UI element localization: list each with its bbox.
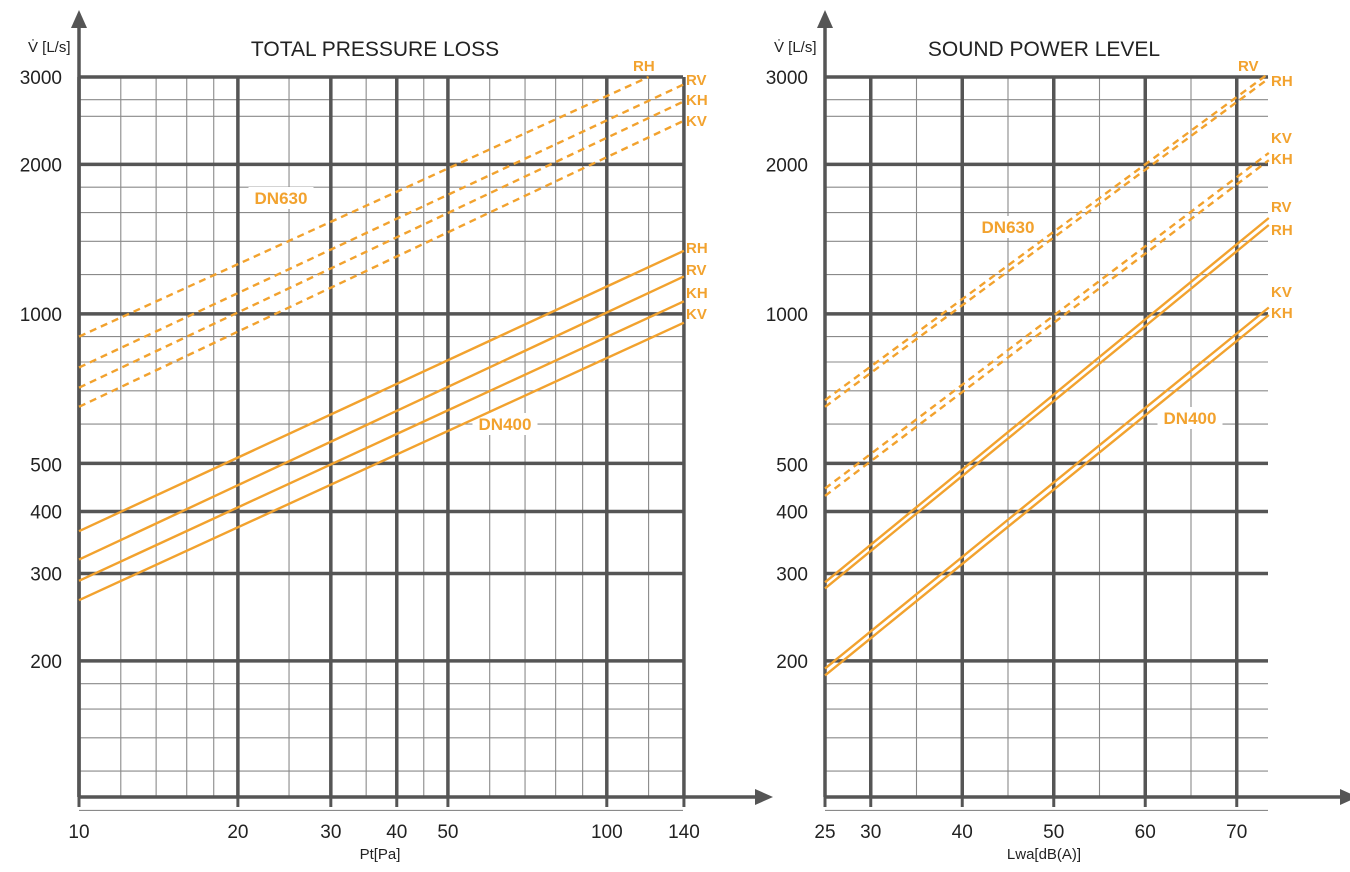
series-label: KV <box>1271 130 1292 147</box>
group-label-backing <box>1157 407 1223 429</box>
x-tick-label: 40 <box>952 822 973 843</box>
series-label: KH <box>1271 305 1293 322</box>
x-tick-label: 50 <box>1043 822 1064 843</box>
y-axis-label: V̇ [L/s] <box>774 39 817 56</box>
series-dn400-rh <box>78 249 685 533</box>
series-dn630-rh <box>78 75 650 338</box>
series-label: KV <box>686 113 707 130</box>
x-tick-label: 30 <box>320 822 341 843</box>
y-tick-label: 500 <box>776 455 808 476</box>
series-label: KH <box>686 285 708 302</box>
y-tick-label: 500 <box>30 455 62 476</box>
series-dn630-rv <box>78 83 685 369</box>
y-tick-label: 400 <box>30 502 62 523</box>
group-label-backing <box>975 216 1041 238</box>
x-tick-label: 25 <box>814 822 835 843</box>
group-label: DN630 <box>982 218 1035 237</box>
series-dn630-kh <box>824 159 1270 497</box>
x-tick-label: 100 <box>591 822 623 843</box>
chart-sound-power-level: 25 30 40 50 60 70 3000 2000 1000 500 400 300 200 SOUN… <box>766 10 1350 863</box>
y-tick-label: 200 <box>30 652 62 673</box>
series-label: KV <box>686 306 707 323</box>
x-tick-label: 50 <box>437 822 458 843</box>
x-tick-label: 30 <box>860 822 881 843</box>
y-tick-label: 300 <box>776 565 808 586</box>
y-tick-label: 300 <box>30 565 62 586</box>
series-dn630-kv <box>78 119 685 408</box>
series-label: KH <box>1271 151 1293 168</box>
group-label-backing <box>248 187 314 209</box>
series-dn400-kv <box>824 306 1270 670</box>
x-tick-label: 20 <box>227 822 248 843</box>
series-dn400-rv <box>824 217 1270 584</box>
x-tick-label: 10 <box>68 822 89 843</box>
series-dn400-rv <box>78 275 685 561</box>
series-label: RV <box>1238 58 1259 75</box>
series-dn400-rh <box>824 224 1270 590</box>
series-dn630-kh <box>78 100 685 389</box>
x-tick-label: 60 <box>1135 822 1156 843</box>
series-label: RH <box>633 58 655 75</box>
plot-area <box>825 77 1268 797</box>
x-axis-label: Lwa[dB(A)] <box>1007 846 1081 863</box>
group-label-backing <box>472 413 538 435</box>
series-label: RH <box>1271 222 1293 239</box>
series-label: RH <box>1271 73 1293 90</box>
series-label: RH <box>686 240 708 257</box>
series-dn630-rv <box>824 72 1270 402</box>
x-axis-arrow-icon <box>1340 789 1350 805</box>
y-tick-label: 3000 <box>20 68 62 89</box>
y-axis-arrow-icon <box>71 10 87 28</box>
series-label: RV <box>1271 199 1292 216</box>
group-label: DN400 <box>479 415 532 434</box>
chart-title: TOTAL PRESSURE LOSS <box>251 38 499 61</box>
series-label: RV <box>686 72 707 89</box>
y-tick-label: 2000 <box>20 155 62 176</box>
y-tick-label: 200 <box>776 652 808 673</box>
group-label: DN400 <box>1164 409 1217 428</box>
y-tick-label: 3000 <box>766 68 808 89</box>
y-tick-label: 2000 <box>766 155 808 176</box>
chart-title: SOUND POWER LEVEL <box>928 38 1160 61</box>
x-axis-label: Pt[Pa] <box>360 846 401 863</box>
series-label: RV <box>686 262 707 279</box>
y-tick-label: 400 <box>776 502 808 523</box>
x-tick-label: 140 <box>668 822 700 843</box>
y-tick-label: 1000 <box>20 305 62 326</box>
y-axis-label: V̇ [L/s] <box>28 39 71 56</box>
x-axis-arrow-icon <box>755 789 773 805</box>
series-label: KV <box>1271 284 1292 301</box>
y-axis-arrow-icon <box>817 10 833 28</box>
series-dn630-rh <box>824 77 1270 408</box>
x-tick-label: 70 <box>1226 822 1247 843</box>
series-label: KH <box>686 92 708 109</box>
plot-area <box>79 77 683 797</box>
series-dn400-kh <box>78 300 685 582</box>
series-dn400-kv <box>78 321 685 602</box>
x-tick-label: 40 <box>386 822 407 843</box>
group-label: DN630 <box>255 189 308 208</box>
chart-total-pressure-loss: 10 20 30 40 50 100 140 3000 2000 1000 500 400 300 200… <box>20 10 773 863</box>
y-tick-label: 1000 <box>766 305 808 326</box>
series-dn630-kv <box>824 151 1270 490</box>
series-dn400-kh <box>824 314 1270 677</box>
